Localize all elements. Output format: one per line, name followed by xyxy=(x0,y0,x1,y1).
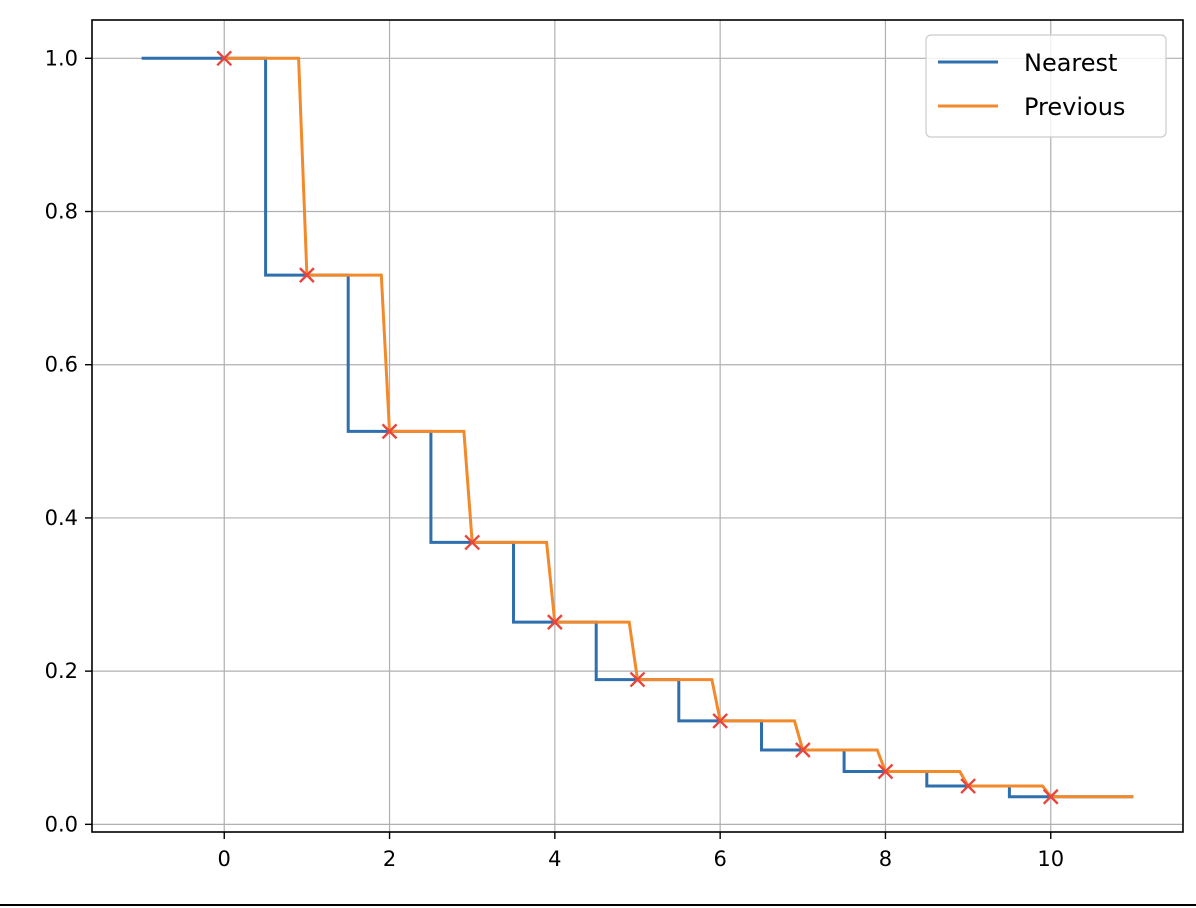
marker-stroke xyxy=(629,671,646,688)
marker-stroke xyxy=(216,50,233,67)
x-tick-label: 8 xyxy=(879,847,892,871)
y-tick-label: 1.0 xyxy=(45,46,78,70)
series-line-previous xyxy=(224,56,1134,799)
legend: Nearest Previous xyxy=(925,34,1167,138)
marker-stroke xyxy=(712,713,729,729)
sample-marker xyxy=(712,713,729,729)
marker-stroke xyxy=(299,267,315,283)
y-tick-label: 0.4 xyxy=(45,506,78,530)
sample-marker xyxy=(1042,788,1059,805)
sample-markers xyxy=(216,50,1059,805)
sample-marker xyxy=(960,778,976,794)
sample-marker xyxy=(299,267,315,283)
y-tick-label: 0.2 xyxy=(45,659,78,683)
plot-frame xyxy=(91,19,1184,833)
marker-stroke xyxy=(877,763,894,780)
x-tick-label: 0 xyxy=(218,847,231,871)
y-tick-label: 0.8 xyxy=(45,200,78,224)
marker-stroke xyxy=(381,423,398,440)
marker-stroke xyxy=(1042,788,1059,805)
grid xyxy=(92,20,1183,832)
sample-marker xyxy=(216,50,233,67)
sample-marker xyxy=(629,671,646,688)
y-tick-label: 0.6 xyxy=(45,353,78,377)
marker-stroke xyxy=(794,742,811,758)
sample-marker xyxy=(877,763,894,780)
marker-stroke xyxy=(960,778,976,794)
sample-marker xyxy=(464,534,481,551)
x-tick-label: 10 xyxy=(1037,847,1064,871)
sample-marker xyxy=(794,742,811,758)
legend-label-nearest: Nearest xyxy=(1024,49,1117,77)
axis-ticks: 0 2 4 6 8 10 0.0 0.2 0.4 0.6 0.8 1.0 xyxy=(45,46,1065,871)
series-line-nearest xyxy=(141,56,1134,799)
x-tick-label: 6 xyxy=(713,847,726,871)
x-tick-label: 2 xyxy=(383,847,396,871)
bottom-border xyxy=(0,904,1196,906)
y-tick-label: 0.0 xyxy=(45,812,78,836)
marker-stroke xyxy=(464,534,481,551)
series-layer xyxy=(141,56,1134,799)
legend-label-previous: Previous xyxy=(1024,93,1125,121)
sample-marker xyxy=(546,614,563,630)
sample-marker xyxy=(381,423,398,440)
marker-stroke xyxy=(546,614,563,630)
x-tick-label: 4 xyxy=(548,847,561,871)
